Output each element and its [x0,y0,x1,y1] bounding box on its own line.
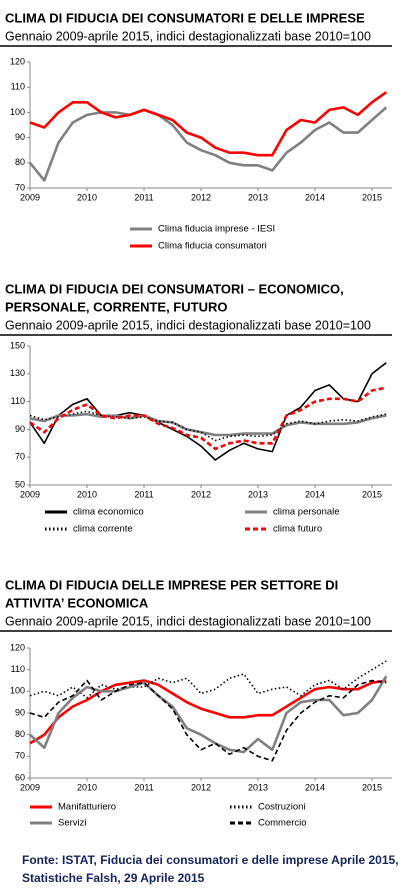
series-line [29,386,387,451]
y-tick-label: 110 [11,82,25,92]
x-tick-label: 2014 [305,489,325,499]
x-tick-label: 2015 [362,782,382,792]
source-line: Fonte: ISTAT, Fiducia dei consumatori e … [22,853,399,867]
y-tick-label: 120 [10,56,25,66]
y-tick-label: 110 [11,664,25,674]
series-line [29,675,388,754]
source-line: Statistiche Falsh, 29 Aprile 2015 [22,871,205,885]
y-tick-label: 90 [15,132,25,142]
x-tick-label: 2013 [248,192,268,202]
legend-label: clima personale [273,507,340,518]
y-tick-label: 70 [15,452,25,462]
y-tick-label: 80 [15,157,25,167]
chart-title: PERSONALE, CORRENTE, FUTURO [5,299,227,314]
series-line [29,410,387,442]
x-tick-label: 2011 [134,192,153,202]
chart-title: ATTIVITA’ ECONOMICA [5,595,149,610]
legend-label: Clima fiducia consumatori [158,241,267,252]
y-tick-label: 150 [10,340,25,350]
x-tick-label: 2010 [77,192,97,202]
y-tick-label: 70 [15,182,25,192]
y-tick-label: 90 [15,707,25,717]
x-tick-label: 2011 [134,782,153,792]
series-line [29,91,388,157]
y-tick-label: 130 [10,368,25,378]
x-tick-label: 2012 [191,489,211,499]
series-line [29,679,387,762]
chart-title: CLIMA DI FIDUCIA DEI CONSUMATORI – ECONO… [5,281,344,296]
y-tick-label: 50 [15,479,25,489]
y-tick-label: 110 [11,396,25,406]
chart-subtitle: Gennaio 2009-aprile 2015, indici destagi… [5,318,371,332]
x-tick-label: 2015 [362,192,382,202]
y-tick-label: 100 [10,107,25,117]
x-tick-label: 2010 [77,782,97,792]
x-tick-label: 2011 [134,489,153,499]
legend-label: clima futuro [273,524,322,535]
x-tick-label: 2014 [305,192,325,202]
y-tick-label: 90 [15,424,25,434]
chart-subtitle: Gennaio 2009-aprile 2015, indici destagi… [5,614,371,628]
x-tick-label: 2010 [77,489,97,499]
y-tick-label: 60 [15,772,25,782]
legend-label: Servizi [58,818,87,829]
series-line [29,362,387,461]
series-line [29,412,387,437]
legend-label: clima economico [73,507,144,518]
legend-label: Manifatturiero [58,802,116,813]
legend-label: Commercio [258,818,307,829]
x-tick-label: 2009 [20,192,40,202]
y-tick-label: 100 [10,686,25,696]
series-line [29,679,387,745]
legend-label: Clima fiducia imprese - IESI [158,224,275,235]
legend-label: clima corrente [73,524,133,535]
x-tick-label: 2013 [248,782,268,792]
x-tick-label: 2012 [191,782,211,792]
x-tick-label: 2015 [362,489,382,499]
chart-title: CLIMA DI FIDUCIA DEI CONSUMATORI E DELLE… [5,10,365,25]
y-tick-label: 70 [15,751,25,761]
legend-label: Costruzioni [258,802,306,813]
y-tick-label: 80 [15,729,25,739]
chart-title: CLIMA DI FIDUCIA DELLE IMPRESE PER SETTO… [5,577,338,592]
y-tick-label: 120 [10,642,25,652]
series-line [29,660,387,699]
chart-subtitle: Gennaio 2009-aprile 2015, indici destagi… [5,29,371,43]
x-tick-label: 2009 [20,782,40,792]
x-tick-label: 2012 [191,192,211,202]
series-line [28,106,388,182]
x-tick-label: 2014 [305,782,325,792]
x-tick-label: 2013 [248,489,268,499]
x-tick-label: 2009 [20,489,40,499]
